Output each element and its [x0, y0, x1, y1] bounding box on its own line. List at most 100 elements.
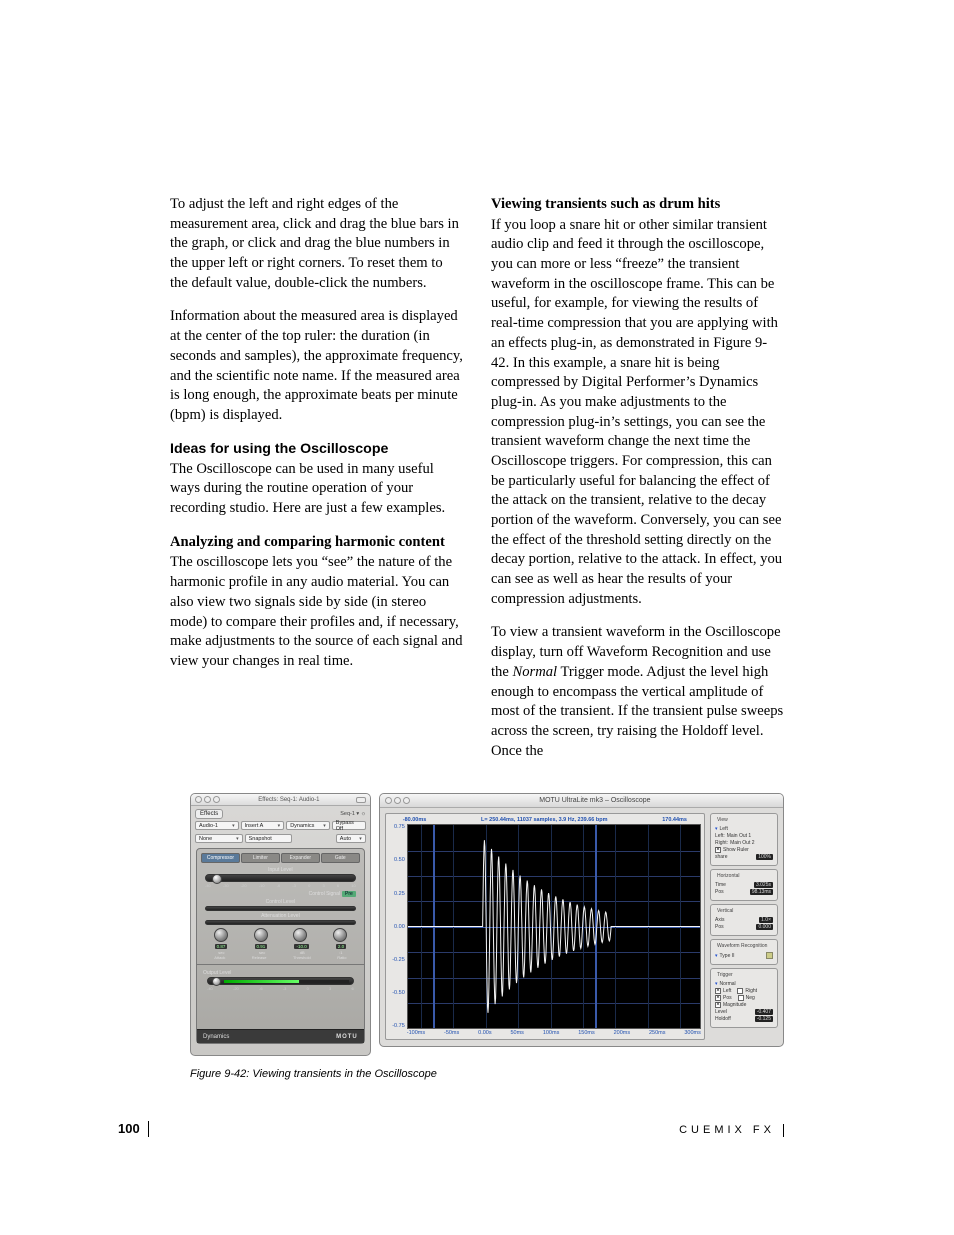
- waverec-group: Waveform Recognition ▾Type II: [710, 939, 778, 965]
- share-value[interactable]: 100%: [756, 854, 773, 860]
- triangle-down-icon[interactable]: ▾: [715, 981, 718, 987]
- release-value: 0.91: [255, 944, 268, 949]
- left-marker-value[interactable]: -80.00ms: [403, 817, 427, 823]
- output-gain-slider[interactable]: [207, 977, 354, 985]
- scope-titlebar[interactable]: MOTU UltraLite mk3 – Oscilloscope: [380, 794, 783, 808]
- atten-level-meter: [205, 920, 356, 925]
- show-ruler-label: Show Ruler: [723, 847, 749, 853]
- compressor-tab[interactable]: Compressor: [201, 853, 240, 863]
- scope-plot-area: -80.00ms L= 250.44ms, 11037 samples, 3.9…: [385, 813, 705, 1040]
- limiter-tab[interactable]: Limiter: [241, 853, 280, 863]
- figure-caption: Figure 9-42: Viewing transients in the O…: [190, 1068, 784, 1080]
- para: To adjust the left and right edges of th…: [170, 195, 463, 293]
- trigger-level-value[interactable]: -0.407: [755, 1009, 773, 1015]
- control-signal-value[interactable]: Pre: [342, 891, 356, 897]
- trigger-left-checkbox[interactable]: [715, 988, 721, 994]
- output-ticks: -40-20-6-3036: [207, 986, 354, 991]
- scope-title: MOTU UltraLite mk3 – Oscilloscope: [412, 797, 778, 804]
- time-label: Time: [715, 882, 726, 888]
- threshold-knob[interactable]: [293, 928, 307, 942]
- hpos-value[interactable]: 98.13ms: [750, 889, 773, 895]
- trigger-right-checkbox[interactable]: [737, 988, 743, 994]
- para-italic: Normal: [512, 664, 557, 680]
- trigger-pos-checkbox[interactable]: [715, 995, 721, 1001]
- axis-value[interactable]: 1.0×: [759, 917, 773, 923]
- ratio-label: Ratio: [337, 955, 346, 960]
- trigger-mode[interactable]: Normal: [720, 981, 736, 987]
- para: The Oscilloscope can be used in many use…: [170, 460, 463, 519]
- page-number: 100: [118, 1121, 149, 1137]
- minimize-icon[interactable]: [204, 796, 211, 803]
- view-right-value[interactable]: Main Out 2: [730, 840, 754, 846]
- triangle-down-icon[interactable]: ▾: [715, 953, 718, 959]
- view-right-channel-label: Right:: [715, 840, 728, 846]
- attack-label: Attack: [214, 955, 225, 960]
- attack-knob[interactable]: [214, 928, 228, 942]
- insert-select[interactable]: Insert A▾: [241, 821, 285, 830]
- para: To view a transient waveform in the Osci…: [491, 623, 784, 761]
- right-column: Viewing transients such as drum hits If …: [491, 195, 784, 775]
- x-axis-labels: -100ms -50ms 0.00s 50ms 100ms 150ms 200m…: [389, 1029, 701, 1036]
- plugin-select[interactable]: Dynamics▾: [286, 821, 330, 830]
- share-label: share: [715, 854, 728, 860]
- hpos-label: Pos: [715, 889, 724, 895]
- output-meter: [224, 980, 349, 983]
- threshold-label: Threshold: [293, 955, 311, 960]
- show-ruler-checkbox[interactable]: [715, 847, 721, 853]
- atten-level-label: Attenuation Level: [201, 913, 360, 919]
- para: Information about the measured area is d…: [170, 307, 463, 425]
- input-ticks: -40-30-20-10-6-303610: [205, 883, 356, 888]
- zoom-icon[interactable]: [403, 797, 410, 804]
- seq-selector[interactable]: Seq-1 ▾ ☼: [340, 811, 366, 817]
- slider-thumb-icon[interactable]: [212, 977, 221, 986]
- trigger-holdoff-value[interactable]: -0.125: [755, 1016, 773, 1022]
- snapshot-select[interactable]: Snapshot: [245, 834, 293, 843]
- auto-select[interactable]: Auto▾: [336, 834, 366, 843]
- control-signal-label: Control Signal: [309, 891, 340, 897]
- close-icon[interactable]: [385, 797, 392, 804]
- waverec-indicator-icon: [766, 952, 773, 959]
- motu-logo: MOTU: [336, 1034, 358, 1040]
- trigger-group: Trigger ▾Normal LeftRight PosNeg Magnitu…: [710, 968, 778, 1028]
- expander-tab[interactable]: Expander: [281, 853, 320, 863]
- time-value[interactable]: 3.025s: [754, 882, 773, 888]
- para: If you loop a snare hit or other similar…: [491, 216, 784, 610]
- horizontal-legend: Horizontal: [715, 873, 742, 879]
- dynamics-titlebar[interactable]: Effects: Seq-1: Audio-1: [191, 794, 370, 806]
- input-gain-slider[interactable]: [205, 874, 356, 882]
- oscilloscope-window: MOTU UltraLite mk3 – Oscilloscope -80.00…: [379, 793, 784, 1047]
- preset-select[interactable]: None▾: [195, 834, 243, 843]
- minimize-icon[interactable]: [394, 797, 401, 804]
- ratio-value: 2.0: [336, 944, 346, 949]
- view-legend: View: [715, 817, 730, 823]
- collapse-icon[interactable]: [356, 797, 366, 803]
- triangle-down-icon[interactable]: ▾: [715, 826, 718, 832]
- view-left-channel-label: Left:: [715, 833, 725, 839]
- bypass-toggle[interactable]: Bypass Off: [332, 821, 366, 830]
- track-select[interactable]: Audio-1▾: [195, 821, 239, 830]
- waverec-type[interactable]: Type II: [720, 953, 735, 959]
- effects-tab[interactable]: Effects: [195, 809, 223, 819]
- trigger-magnitude-label: Magnitude: [723, 1002, 746, 1008]
- view-left-value[interactable]: Main Out 1: [727, 833, 751, 839]
- trigger-legend: Trigger: [715, 972, 735, 978]
- close-icon[interactable]: [195, 796, 202, 803]
- vpos-value[interactable]: 0.000: [756, 924, 773, 930]
- release-knob[interactable]: [254, 928, 268, 942]
- right-marker-value[interactable]: 170.44ms: [662, 817, 687, 823]
- trigger-neg-label: Neg: [746, 995, 755, 1001]
- scope-canvas[interactable]: [407, 824, 701, 1029]
- horizontal-group: Horizontal Time 3.025s Pos 98.13ms: [710, 869, 778, 901]
- figure-9-42: Effects: Seq-1: Audio-1 Effects Seq-1 ▾ …: [190, 793, 784, 1080]
- heading-analyzing: Analyzing and comparing harmonic content: [170, 533, 463, 553]
- left-column: To adjust the left and right edges of th…: [170, 195, 463, 775]
- waverec-legend: Waveform Recognition: [715, 943, 769, 949]
- zoom-icon[interactable]: [213, 796, 220, 803]
- gate-tab[interactable]: Gate: [321, 853, 360, 863]
- trigger-neg-checkbox[interactable]: [738, 995, 744, 1001]
- trigger-magnitude-checkbox[interactable]: [715, 1002, 721, 1008]
- ratio-knob[interactable]: [333, 928, 347, 942]
- control-level-label: Control Level: [201, 899, 360, 905]
- trigger-left-label: Left: [723, 988, 731, 994]
- para: The oscilloscope lets you “see” the natu…: [170, 553, 463, 671]
